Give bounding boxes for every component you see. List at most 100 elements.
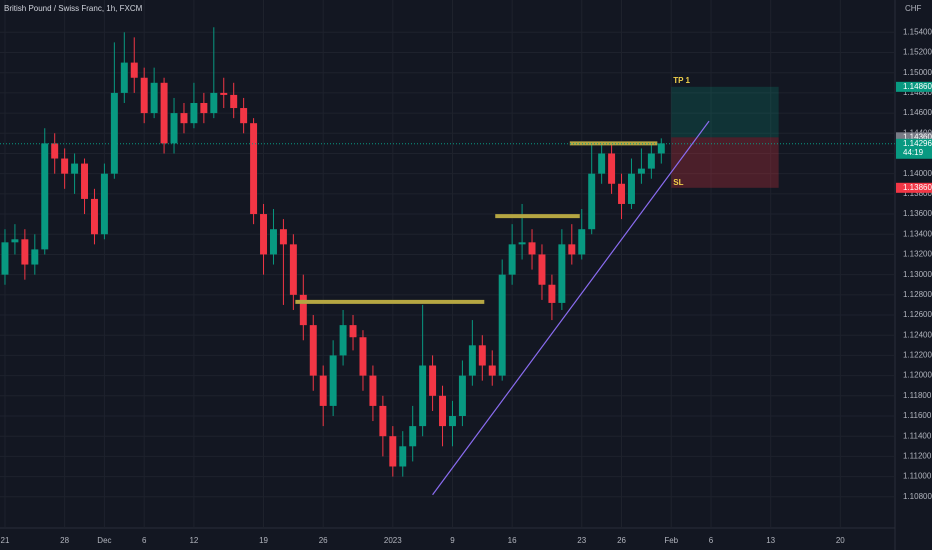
candle-body (61, 158, 69, 174)
x-tick-label: 23 (577, 536, 586, 545)
candle-body (200, 102, 208, 114)
price-label: 1.13860 (903, 183, 932, 192)
x-tick-label: 26 (319, 536, 328, 545)
price-label-box (896, 132, 932, 143)
candle-body (548, 284, 556, 303)
x-tick-label: 9 (450, 536, 455, 545)
candle-body (329, 355, 337, 406)
x-tick-label: 19 (259, 536, 268, 545)
tp-label: TP 1 (673, 76, 690, 85)
y-tick-label: 1.13000 (903, 270, 932, 279)
y-tick-label: 1.13600 (903, 209, 932, 218)
candle-body (120, 62, 128, 93)
trend-line (432, 120, 710, 496)
x-tick-label: 26 (617, 536, 626, 545)
y-tick-label: 1.14800 (903, 88, 932, 97)
candle-body (150, 82, 158, 114)
candle-body (260, 214, 268, 255)
candle-body (269, 229, 277, 255)
candle-body (389, 436, 397, 467)
candle-body (160, 82, 168, 144)
candle-body (279, 229, 287, 245)
y-tick-label: 1.15400 (903, 27, 932, 36)
candle-body (568, 244, 576, 255)
candle-body (508, 244, 516, 275)
candle-body (478, 345, 486, 366)
y-tick-label: 1.11800 (903, 391, 932, 400)
candle-body (657, 143, 665, 154)
candle-body (71, 163, 79, 174)
x-tick-label: 21 (1, 536, 10, 545)
price-label-box (896, 81, 932, 92)
candle-body (41, 143, 49, 250)
y-tick-label: 1.10800 (903, 492, 932, 501)
x-tick-label: 12 (189, 536, 198, 545)
x-tick-label: 16 (508, 536, 517, 545)
candle-body (140, 77, 148, 114)
candle-body (558, 244, 566, 303)
price-label-box (896, 138, 932, 159)
candle-body (240, 108, 248, 124)
candle-body (528, 242, 536, 255)
y-tick-label: 1.12000 (903, 371, 932, 380)
y-tick-label: 1.11400 (903, 431, 932, 440)
candle-body (31, 249, 39, 265)
chart-title: British Pound / Swiss Franc, 1h, FXCM (4, 4, 143, 13)
candle-body (608, 153, 616, 184)
x-tick-label: 28 (60, 536, 69, 545)
candle-body (518, 242, 526, 245)
y-tick-label: 1.13200 (903, 250, 932, 259)
candle-body (309, 325, 317, 376)
candle-body (429, 365, 437, 396)
y-tick-label: 1.12200 (903, 351, 932, 360)
price-label: 1.14296 (903, 139, 932, 148)
x-tick-label: 6 (142, 536, 147, 545)
candle-body (448, 416, 456, 427)
candle-body (399, 446, 407, 467)
candle-body (598, 153, 606, 174)
y-tick-label: 1.11200 (903, 451, 932, 460)
candle-body (588, 173, 596, 230)
price-label: 1.14860 (903, 82, 932, 91)
x-tick-label: 13 (766, 536, 775, 545)
candle-body (379, 405, 387, 437)
price-label-box (896, 182, 932, 193)
candle-body (468, 345, 476, 376)
y-tick-label: 1.13400 (903, 229, 932, 238)
candle-body (100, 173, 108, 235)
candle-body (210, 92, 218, 114)
candle-body (498, 274, 506, 376)
candle-body (81, 163, 89, 199)
x-tick-label: 2023 (384, 536, 402, 545)
candle-body (359, 337, 367, 376)
candle-body (299, 294, 307, 326)
candle-body (90, 198, 98, 235)
candle-body (538, 254, 546, 285)
candle-body (51, 143, 59, 159)
candle-body (647, 153, 655, 169)
take-profit-zone (671, 86, 779, 138)
y-tick-label: 1.11600 (903, 411, 932, 420)
y-tick-label: 1.15000 (903, 68, 932, 77)
y-tick-label: 1.12400 (903, 330, 932, 339)
candle-body (250, 123, 258, 215)
y-tick-label: 1.13800 (903, 189, 932, 198)
candle-body (230, 94, 238, 109)
candle-body (130, 62, 138, 78)
candle-body (1, 242, 9, 275)
countdown-label: 44:19 (903, 148, 924, 157)
candle-body (488, 365, 496, 376)
candle-body (180, 113, 188, 124)
candle-body (21, 239, 29, 265)
x-tick-label: Feb (664, 536, 678, 545)
candle-body (319, 375, 327, 406)
sl-label: SL (673, 178, 683, 187)
price-label: 1.14360 (903, 132, 932, 141)
candle-body (419, 365, 427, 427)
candle-body (439, 395, 447, 427)
y-tick-label: 1.12600 (903, 310, 932, 319)
stop-loss-zone (671, 137, 779, 188)
candle-body (618, 183, 626, 204)
y-tick-label: 1.14600 (903, 108, 932, 117)
